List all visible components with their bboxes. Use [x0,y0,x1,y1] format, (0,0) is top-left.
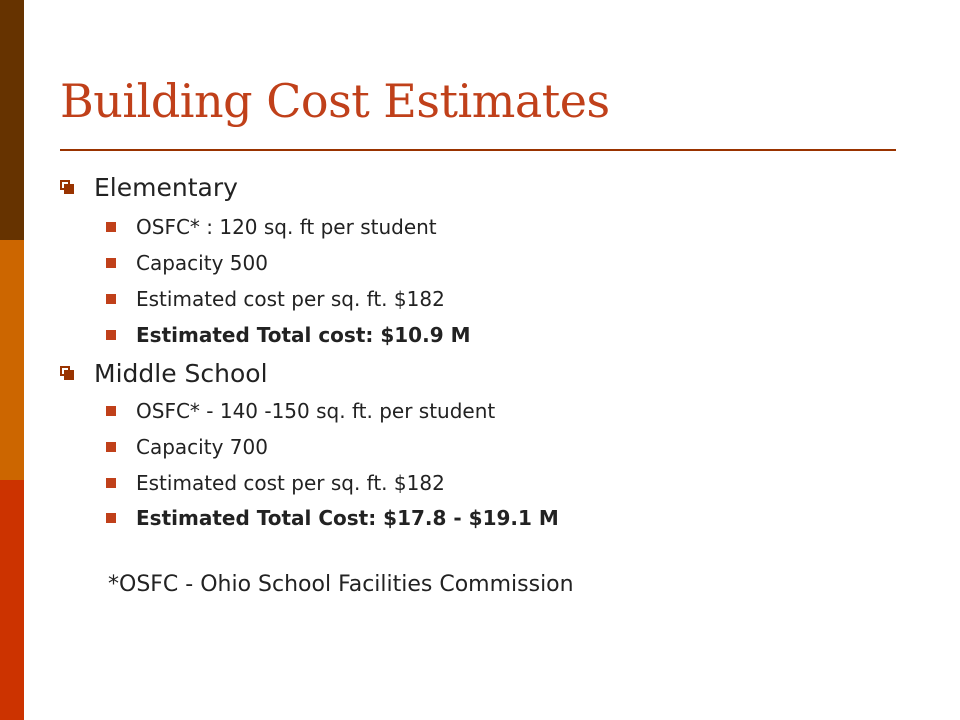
accent-bar-middle [0,240,24,480]
square-bullet-icon [60,180,74,194]
slide-title: Building Cost Estimates [60,74,610,128]
list-item-label: Capacity 700 [136,435,268,459]
list-item-label: Capacity 500 [136,251,268,275]
list-item: OSFC* - 140 -150 sq. ft. per student [106,398,495,424]
bullet-icon [106,406,116,416]
accent-bar-top [0,0,24,240]
bullet-icon [106,222,116,232]
section-heading-elementary: Elementary [60,172,238,202]
bullet-icon [106,258,116,268]
list-item-label: OSFC* - 140 -150 sq. ft. per student [136,399,496,423]
list-item-label: Estimated Total Cost: $17.8 - $19.1 M [136,506,559,530]
list-item-label: Estimated Total cost: $10.9 M [136,323,471,347]
section-heading-label: Middle School [94,358,268,388]
accent-bar-bottom [0,480,24,720]
list-item: Estimated cost per sq. ft. $182 [106,470,445,496]
list-item: Capacity 700 [106,434,268,460]
list-item-label: Estimated cost per sq. ft. $182 [136,287,445,311]
bullet-icon [106,478,116,488]
list-item-label: Estimated cost per sq. ft. $182 [136,471,445,495]
bullet-icon [106,330,116,340]
square-bullet-icon [60,366,74,380]
bullet-icon [106,442,116,452]
bullet-icon [106,294,116,304]
list-item: Capacity 500 [106,250,268,276]
section-heading-middle-school: Middle School [60,358,268,388]
list-item: OSFC* : 120 sq. ft per student [106,214,437,240]
bullet-icon [106,513,116,523]
list-item: Estimated cost per sq. ft. $182 [106,286,445,312]
list-item-total: Estimated Total Cost: $17.8 - $19.1 M [106,505,559,531]
list-item-label: OSFC* : 120 sq. ft per student [136,215,437,239]
section-heading-label: Elementary [94,172,238,202]
title-underline [60,149,896,151]
footnote: *OSFC - Ohio School Facilities Commissio… [108,572,574,597]
list-item-total: Estimated Total cost: $10.9 M [106,322,470,348]
